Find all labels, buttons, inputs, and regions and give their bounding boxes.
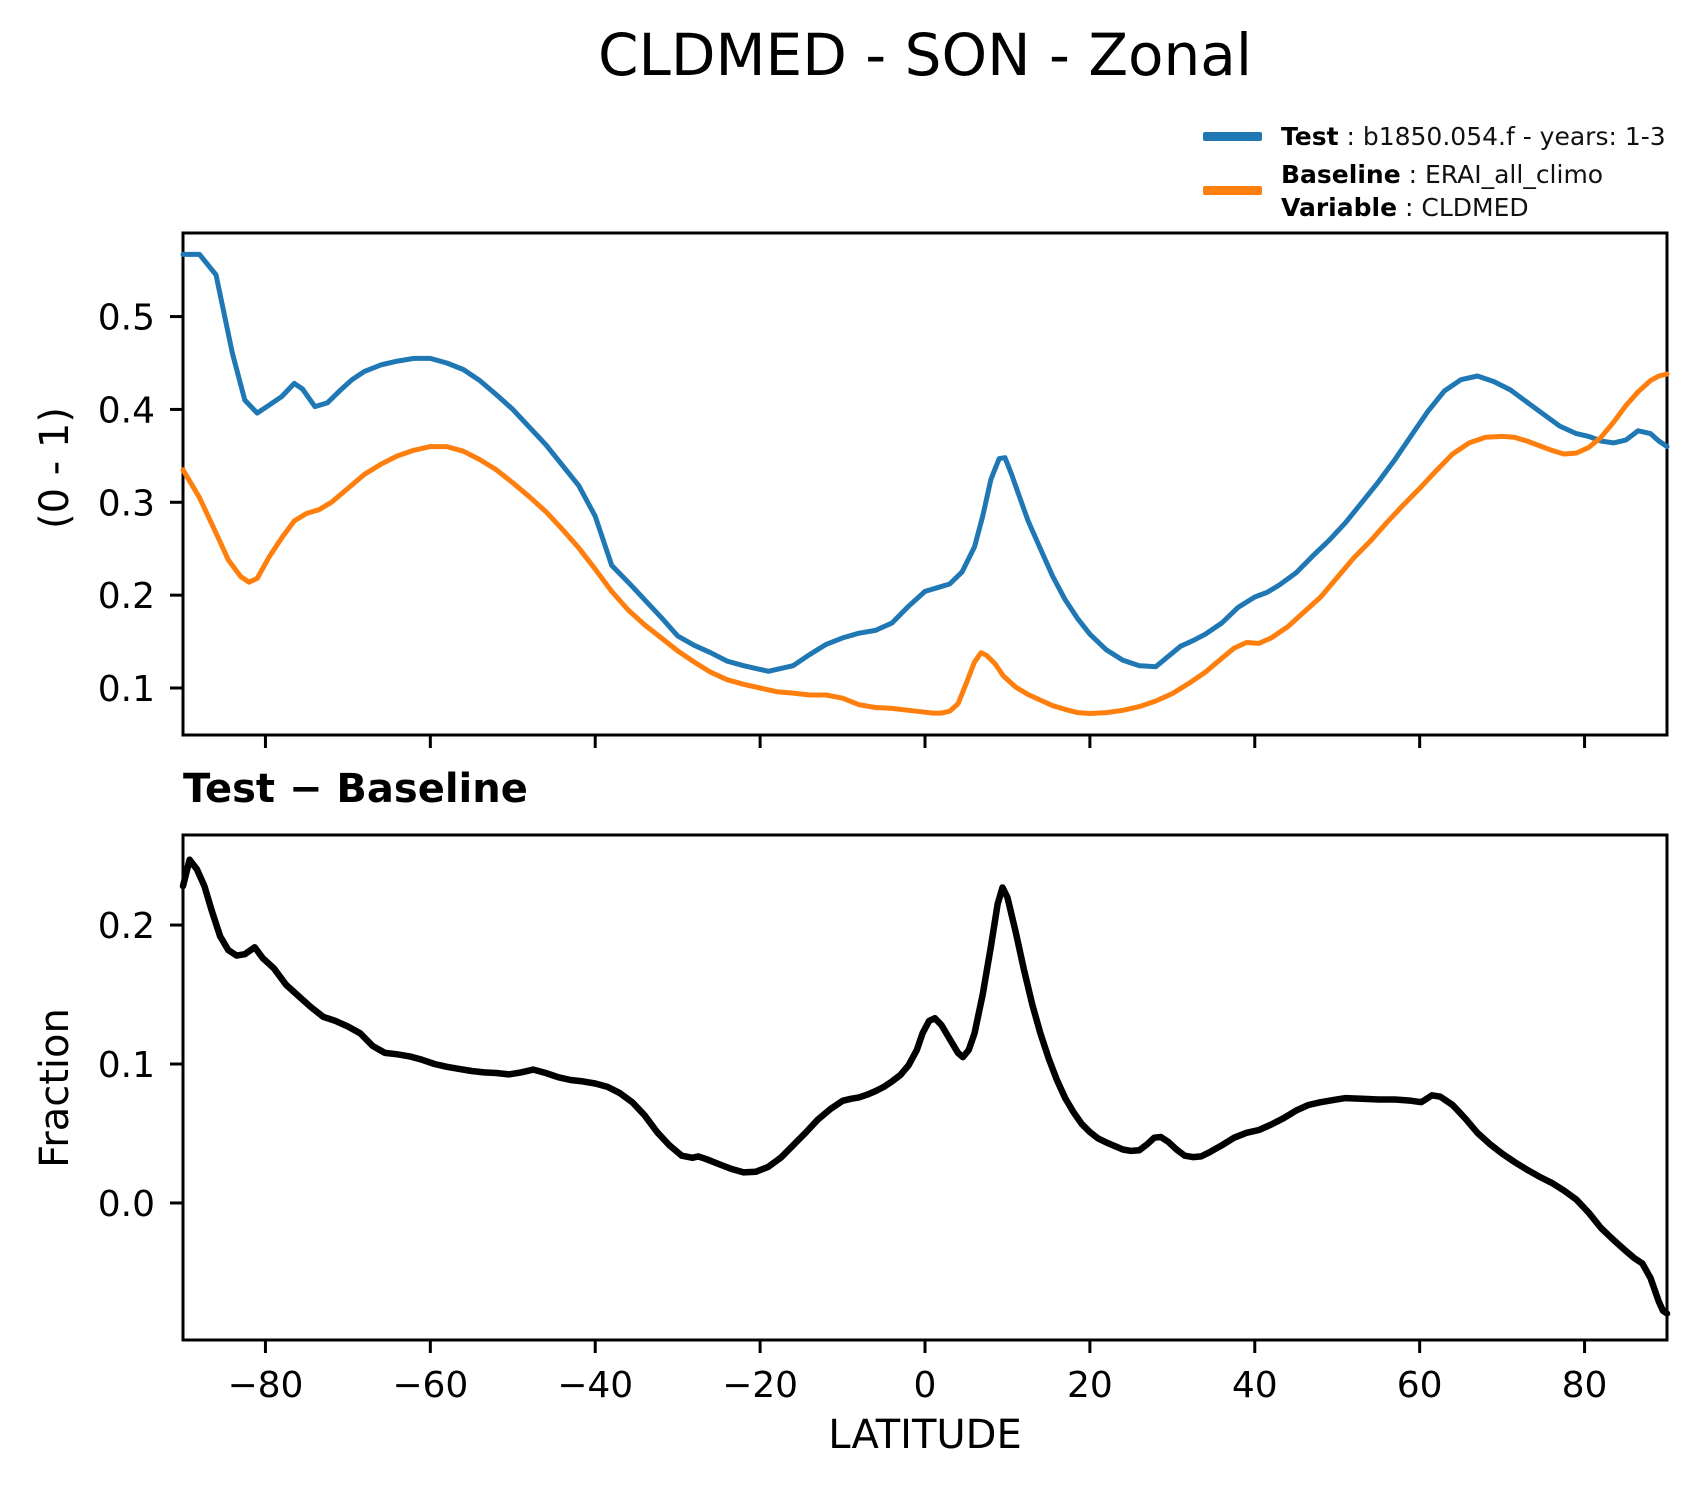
legend-baseline-value: : ERAI_all_climo [1400, 160, 1604, 189]
bottom-panel-frame [181, 833, 1669, 1342]
top-y-tick-label: 0.5 [98, 298, 155, 339]
diff-line [179, 856, 1671, 1317]
x-tick-label: −40 [557, 1365, 633, 1406]
top-y-tick-label: 0.4 [98, 390, 155, 431]
page-title: CLDMED - SON - Zonal [598, 21, 1252, 89]
axis-ticks: 0.1 0.2 0.3 0.4 0.5 0.0 0.1 0.2 −80 −60 −40 −20 0 20 4… [98, 298, 1608, 1406]
top-y-tick-label: 0.2 [98, 576, 155, 617]
x-axis-label: LATITUDE [828, 1412, 1022, 1458]
legend-variable-label: Variable [1281, 193, 1398, 222]
top-y-tick-label: 0.1 [98, 669, 155, 710]
x-tick-label: 0 [914, 1365, 937, 1406]
x-tick-label: −80 [227, 1365, 303, 1406]
legend-test-label: Test [1281, 122, 1339, 151]
bottom-panel-y-axis-label: Fraction [32, 1008, 78, 1168]
legend-variable-value: : CLDMED [1397, 193, 1529, 222]
bottom-y-tick-label: 0.0 [98, 1184, 155, 1225]
legend-entry-test: Test : b1850.054.f - years: 1-3 [1281, 122, 1666, 151]
x-tick-label: 40 [1232, 1365, 1278, 1406]
test-line [180, 251, 1670, 674]
top-panel-y-axis-label: (0 - 1) [32, 407, 78, 529]
bottom-y-tick-label: 0.2 [98, 906, 155, 947]
x-tick-label: −60 [392, 1365, 468, 1406]
x-tick-label: 80 [1562, 1365, 1608, 1406]
top-panel-frame [181, 231, 1669, 737]
bottom-y-tick-label: 0.1 [98, 1045, 155, 1086]
legend-baseline-line-swatch [1203, 186, 1262, 195]
bottom-panel-title: Test − Baseline [183, 766, 528, 812]
legend-entry-baseline: Baseline : ERAI_all_climo Variable : CLD… [1281, 158, 1603, 224]
legend-baseline-row: Baseline : ERAI_all_climo [1281, 158, 1603, 191]
baseline-line [180, 371, 1670, 716]
plot-curves [179, 251, 1671, 1317]
x-tick-label: 20 [1067, 1365, 1113, 1406]
legend-test-line-swatch [1203, 132, 1262, 141]
legend-baseline-label: Baseline [1281, 160, 1401, 189]
legend-test-value: : b1850.054.f - years: 1-3 [1338, 122, 1666, 151]
legend-variable-row: Variable : CLDMED [1281, 191, 1603, 224]
top-y-tick-label: 0.3 [98, 483, 155, 524]
x-tick-label: 60 [1397, 1365, 1443, 1406]
x-tick-label: −20 [722, 1365, 798, 1406]
